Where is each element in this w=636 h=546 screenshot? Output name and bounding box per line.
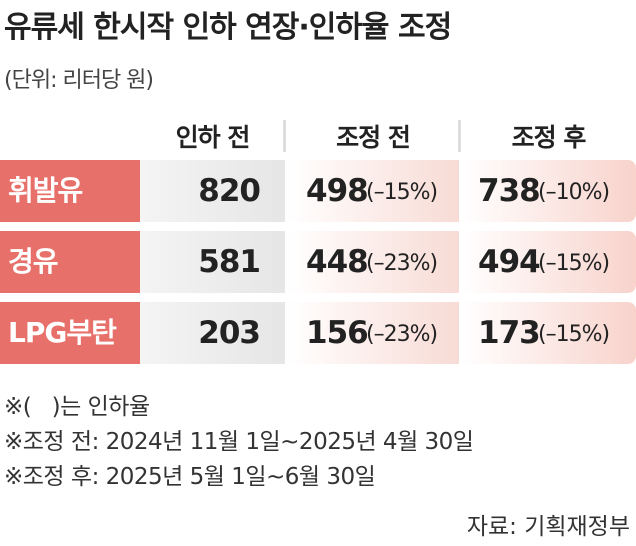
separator xyxy=(458,120,461,152)
note: ※조정 후: 2025년 5월 1일~6월 30일 xyxy=(4,464,376,490)
cell-bg xyxy=(287,231,459,293)
cell-value: 203 xyxy=(198,315,261,351)
row-label: LPG부탄 xyxy=(0,302,140,364)
row-label: 휘발유 xyxy=(0,160,140,222)
cell-value: 448 xyxy=(306,244,369,280)
cell-bg xyxy=(140,302,285,364)
cell-rate: (–10%) xyxy=(538,180,610,205)
cell-bg xyxy=(461,302,636,364)
table-row: LPG부탄 203 156 (–23%) 173 (–15%) xyxy=(0,302,636,364)
cell-bg xyxy=(461,231,636,293)
cell-bg xyxy=(461,160,636,222)
table-row: 경유 581 448 (–23%) 494 (–15%) xyxy=(0,231,636,293)
cell-value: 494 xyxy=(478,244,541,280)
cell-value: 498 xyxy=(306,173,369,209)
cell-bg xyxy=(287,160,459,222)
cell-value: 581 xyxy=(198,244,261,280)
cell-rate: (–15%) xyxy=(538,251,610,276)
cell-value: 738 xyxy=(478,173,541,209)
cell-rate: (–15%) xyxy=(538,322,610,347)
unit: (단위: 리터당 원) xyxy=(4,68,154,93)
header-cell: 조정 전 xyxy=(336,123,411,152)
note: ※( )는 인하율 xyxy=(4,394,150,420)
header-cell: 조정 후 xyxy=(511,123,587,152)
cell-bg xyxy=(287,302,459,364)
note: ※조정 전: 2024년 11월 1일~2025년 4월 30일 xyxy=(4,429,474,455)
cell-value: 173 xyxy=(478,315,541,351)
cell-rate: (–23%) xyxy=(366,251,438,276)
title: 유류세 한시작 인하 연장·인하율 조정 xyxy=(4,10,452,45)
cell-bg xyxy=(140,231,285,293)
cell-rate: (–23%) xyxy=(366,322,438,347)
cell-value: 820 xyxy=(198,173,261,209)
cell-rate: (–15%) xyxy=(366,180,438,205)
table-row: 휘발유 820 498 (–15%) 738 (–10%) xyxy=(0,160,636,222)
cell-value: 156 xyxy=(306,315,369,351)
source: 자료: 기획재정부 xyxy=(466,514,630,540)
row-label: 경유 xyxy=(0,231,140,293)
separator xyxy=(283,120,286,152)
header-cell: 인하 전 xyxy=(175,123,251,152)
cell-bg xyxy=(140,160,285,222)
